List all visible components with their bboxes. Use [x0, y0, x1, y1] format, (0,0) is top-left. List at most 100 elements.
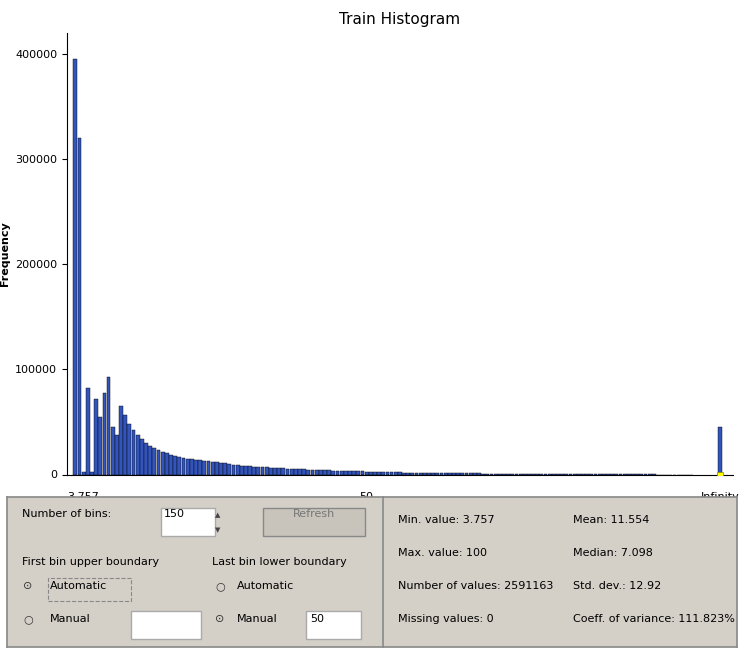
Text: ⊙: ⊙	[215, 614, 225, 624]
Bar	[356, 471, 360, 474]
Text: Median: 7.098: Median: 7.098	[573, 548, 652, 558]
Bar	[461, 473, 464, 474]
Bar	[365, 471, 368, 474]
Bar	[94, 398, 98, 474]
Bar	[348, 471, 352, 474]
Bar	[315, 470, 318, 474]
Bar	[260, 467, 264, 474]
Bar	[115, 434, 119, 474]
Bar	[307, 470, 310, 474]
Text: Manual: Manual	[50, 614, 91, 624]
Bar	[340, 471, 344, 474]
Text: Number of values: 2591163: Number of values: 2591163	[397, 581, 553, 591]
Bar	[156, 450, 161, 474]
Bar	[186, 459, 190, 474]
Bar	[215, 462, 219, 474]
Bar	[406, 473, 410, 474]
Bar	[132, 430, 135, 474]
Bar	[86, 388, 90, 474]
Bar	[390, 472, 394, 474]
Bar	[403, 473, 406, 474]
Bar	[169, 454, 173, 474]
Bar	[244, 466, 248, 474]
Text: 3.757: 3.757	[67, 492, 99, 502]
Bar	[310, 470, 315, 474]
Bar	[165, 454, 169, 474]
Bar	[198, 460, 202, 474]
FancyBboxPatch shape	[307, 611, 361, 640]
Bar	[719, 427, 722, 474]
Bar	[248, 466, 252, 474]
Bar	[190, 460, 193, 474]
Bar	[481, 473, 485, 474]
Bar	[398, 473, 402, 474]
Text: ▼: ▼	[215, 527, 221, 533]
Bar	[161, 452, 164, 474]
Bar	[136, 434, 140, 474]
Bar	[106, 376, 111, 474]
Bar	[207, 462, 211, 474]
Title: Train Histogram: Train Histogram	[339, 12, 461, 27]
Bar	[448, 473, 452, 474]
Bar	[423, 473, 427, 474]
Bar	[452, 473, 456, 474]
Bar	[148, 446, 152, 474]
Bar	[411, 473, 414, 474]
Bar	[456, 473, 460, 474]
Bar	[236, 465, 240, 474]
Bar	[127, 424, 131, 474]
Bar	[344, 471, 347, 474]
Bar	[443, 473, 448, 474]
Bar	[173, 456, 177, 474]
Bar	[278, 468, 281, 474]
Bar	[302, 469, 306, 474]
Text: Std. dev.: 12.92: Std. dev.: 12.92	[573, 581, 661, 591]
Bar	[153, 448, 156, 474]
Bar	[289, 469, 294, 474]
Bar	[427, 473, 431, 474]
Bar	[202, 461, 206, 474]
Bar	[103, 393, 106, 474]
Bar	[286, 469, 289, 474]
Bar	[294, 469, 298, 474]
Bar	[269, 467, 273, 474]
Bar	[228, 464, 231, 474]
Bar	[240, 465, 244, 474]
Text: 50: 50	[310, 614, 324, 624]
Bar	[369, 472, 373, 474]
Bar	[119, 406, 123, 474]
Text: ○: ○	[24, 614, 33, 624]
Text: Refresh: Refresh	[292, 509, 335, 519]
Bar	[298, 469, 302, 474]
Bar	[223, 463, 227, 474]
FancyBboxPatch shape	[132, 611, 201, 640]
Text: ▲: ▲	[215, 512, 221, 518]
Bar	[194, 460, 198, 474]
Bar	[231, 465, 235, 474]
Bar	[252, 467, 256, 474]
Bar	[336, 471, 339, 474]
Text: 50: 50	[359, 492, 373, 502]
Bar	[77, 138, 81, 474]
Bar	[382, 472, 385, 474]
Text: Mean: 11.554: Mean: 11.554	[573, 515, 649, 525]
Bar	[464, 473, 469, 474]
Bar	[327, 471, 331, 474]
Text: Automatic: Automatic	[50, 581, 107, 591]
Text: Manual: Manual	[237, 614, 278, 624]
Bar	[477, 473, 481, 474]
Text: Min. value: 3.757: Min. value: 3.757	[397, 515, 494, 525]
Text: First bin upper boundary: First bin upper boundary	[22, 557, 159, 567]
Bar	[90, 473, 94, 474]
Bar	[182, 458, 185, 474]
Bar	[352, 471, 356, 474]
Bar	[394, 473, 397, 474]
Bar	[323, 471, 327, 474]
Bar	[385, 472, 389, 474]
FancyBboxPatch shape	[263, 508, 365, 536]
FancyBboxPatch shape	[161, 508, 215, 536]
Bar	[82, 473, 86, 474]
Bar	[177, 456, 182, 474]
Bar	[140, 439, 144, 474]
Text: Automatic: Automatic	[237, 581, 295, 591]
